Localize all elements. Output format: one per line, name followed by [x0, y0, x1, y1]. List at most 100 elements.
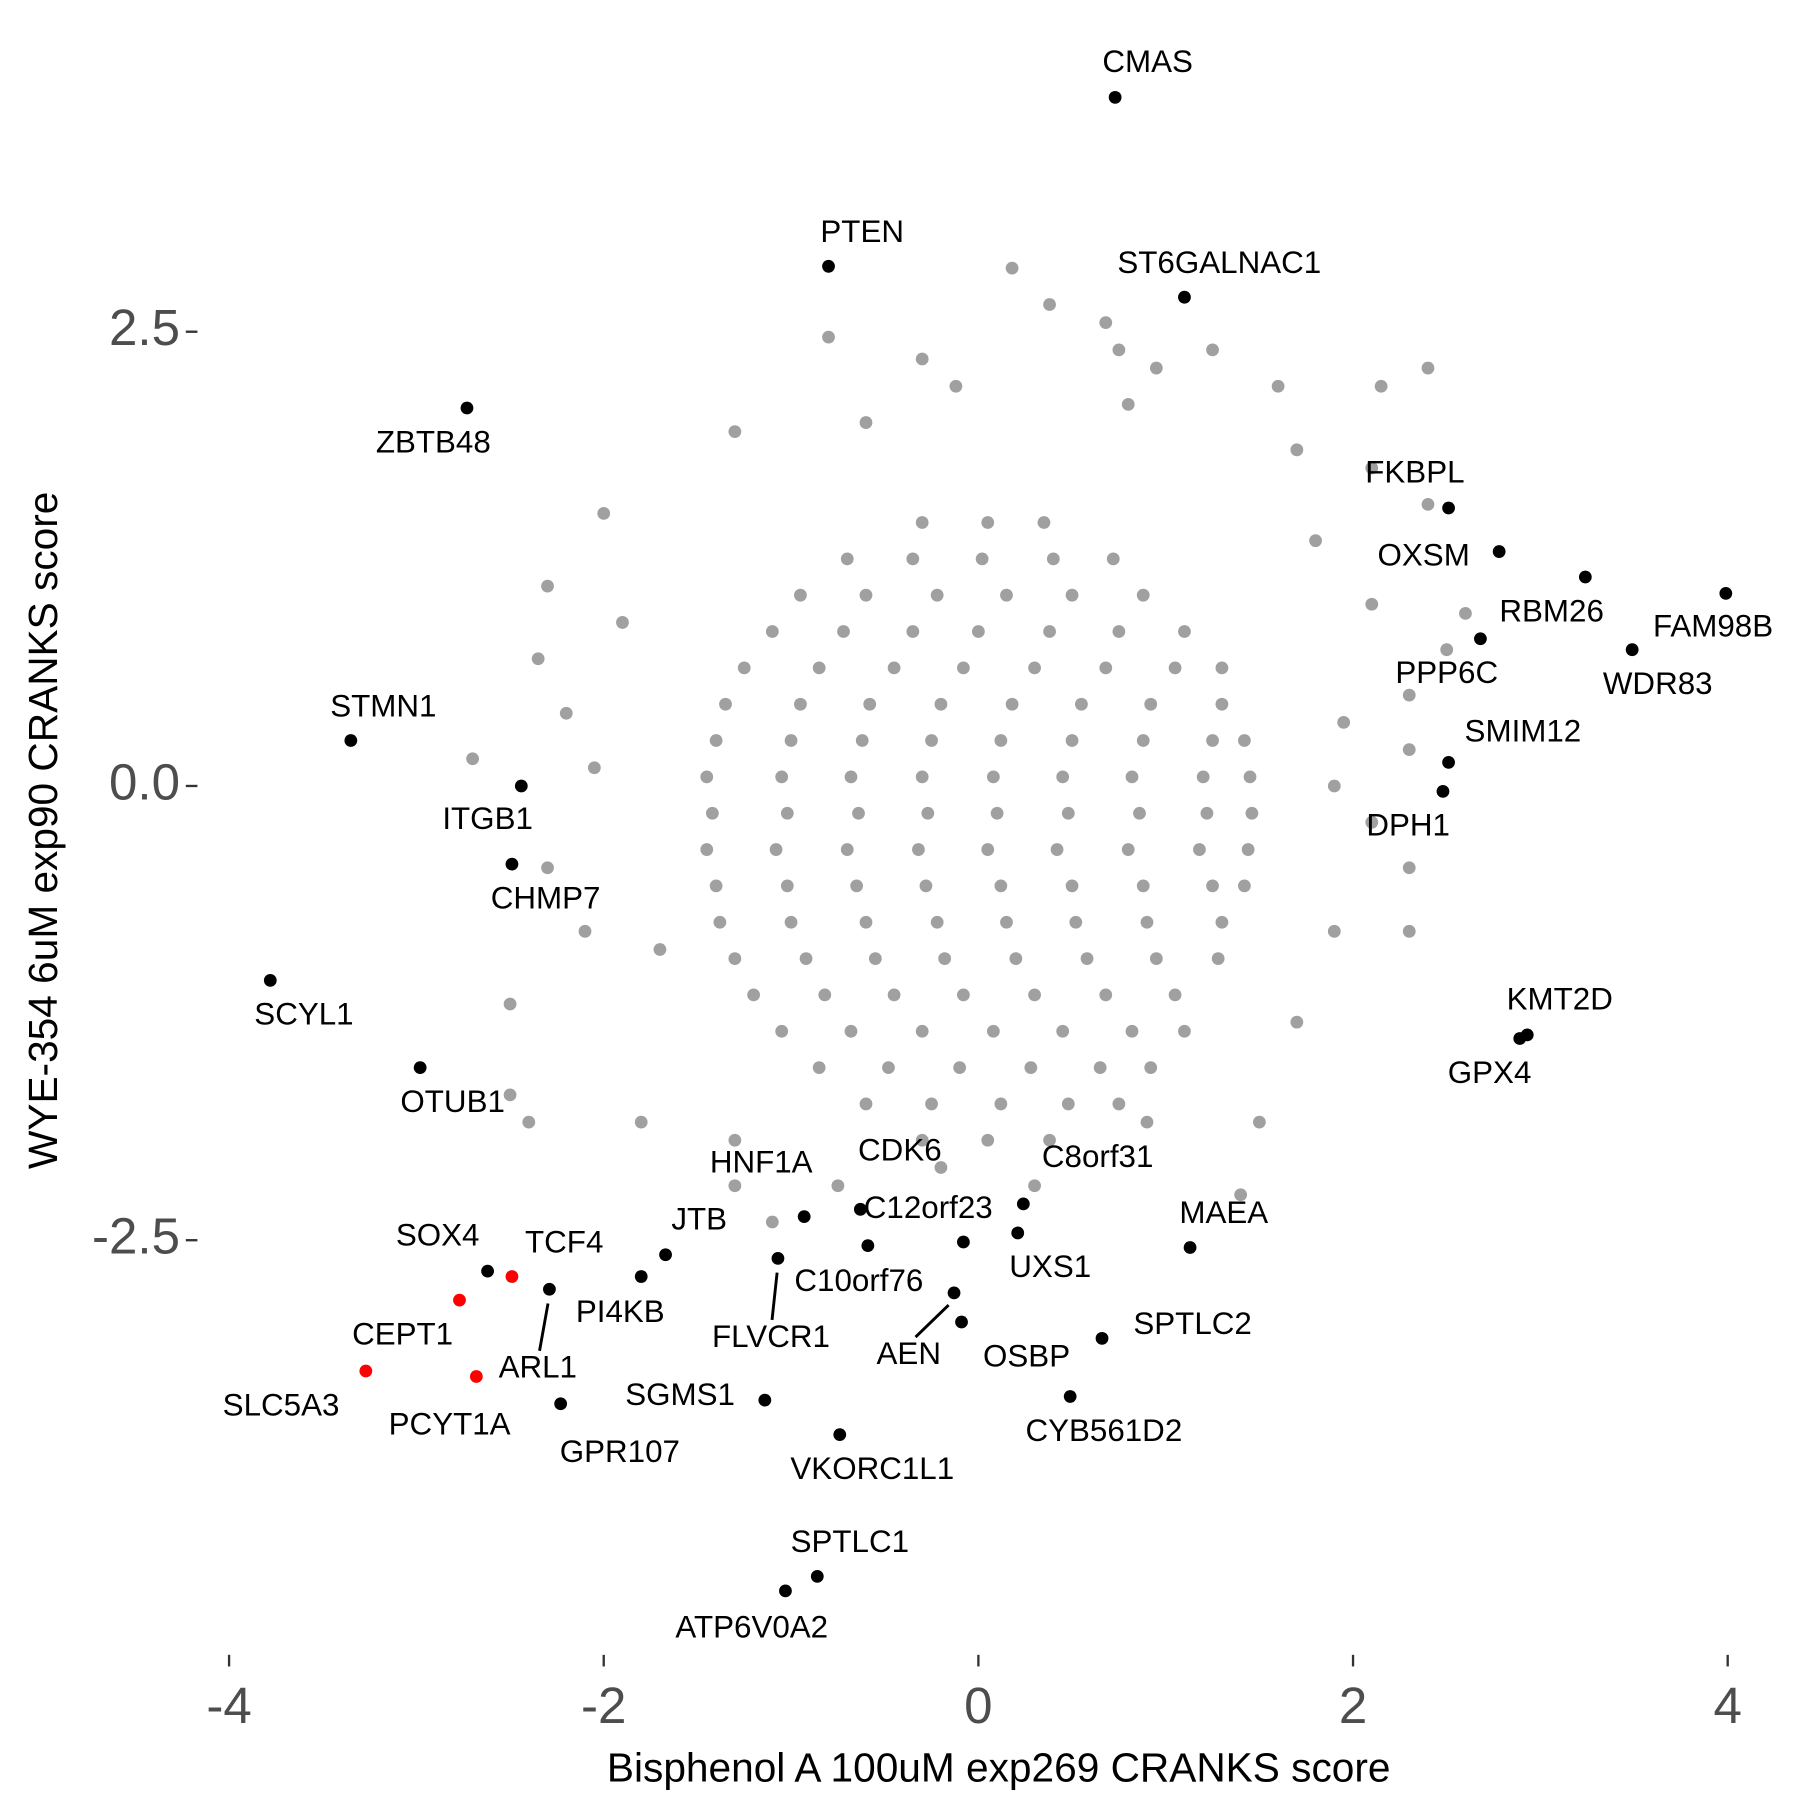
point	[503, 997, 517, 1011]
point	[1065, 588, 1079, 602]
point-label: OTUB1	[400, 1084, 505, 1119]
point-label: PPP6C	[1395, 655, 1498, 690]
point	[812, 1061, 826, 1074]
point	[1365, 815, 1379, 829]
point	[859, 915, 873, 929]
point	[882, 1061, 895, 1074]
point	[1005, 697, 1019, 711]
point	[1374, 379, 1388, 393]
point	[1243, 770, 1257, 784]
point	[1178, 290, 1191, 304]
point	[1080, 952, 1094, 965]
point	[1309, 534, 1322, 548]
point-label: FLVCR1	[712, 1319, 830, 1354]
point	[1168, 988, 1182, 1002]
point	[1063, 1390, 1077, 1403]
point	[1009, 952, 1023, 965]
point	[1436, 785, 1450, 798]
point	[930, 588, 944, 602]
point-label: DPH1	[1366, 808, 1450, 843]
point	[810, 1569, 824, 1583]
point	[1271, 379, 1285, 393]
point	[799, 952, 813, 965]
point	[797, 1210, 811, 1223]
point	[700, 770, 714, 784]
point	[844, 770, 858, 784]
point	[934, 1161, 948, 1174]
point	[559, 706, 573, 720]
point	[1206, 734, 1219, 747]
point	[505, 1270, 519, 1283]
point	[634, 1270, 648, 1283]
x-tick-label: 4	[1713, 1677, 1741, 1734]
point	[1206, 879, 1219, 893]
point-label: C10orf76	[794, 1263, 923, 1298]
point-label: TCF4	[525, 1224, 603, 1259]
point-label: KMT2D	[1507, 981, 1613, 1016]
point	[957, 661, 970, 675]
x-tick-label: 0	[964, 1677, 992, 1734]
point-label: WDR83	[1603, 666, 1713, 701]
point	[1043, 1133, 1056, 1147]
point	[1037, 516, 1051, 529]
point-label: CYB561D2	[1025, 1413, 1182, 1448]
point	[263, 973, 277, 987]
point	[1133, 806, 1146, 820]
point	[1011, 1226, 1025, 1240]
point-label: ATP6V0A2	[675, 1609, 828, 1644]
point	[1144, 697, 1158, 711]
point	[949, 379, 963, 393]
point	[1108, 90, 1122, 104]
point	[659, 1248, 672, 1262]
point	[780, 879, 794, 893]
point	[957, 1235, 970, 1249]
point	[709, 879, 723, 893]
point	[522, 1115, 536, 1129]
point	[840, 843, 854, 856]
point	[947, 1286, 961, 1300]
point	[1099, 988, 1113, 1002]
point	[1099, 316, 1113, 330]
point	[1337, 715, 1351, 729]
point	[1136, 879, 1150, 893]
point-label: C12orf23	[864, 1190, 993, 1225]
point	[1578, 570, 1592, 584]
point	[503, 1088, 517, 1102]
point	[1099, 661, 1113, 675]
point	[705, 806, 719, 820]
point	[1000, 588, 1013, 602]
point	[1238, 734, 1251, 747]
point	[1211, 952, 1225, 965]
point-label: GPX4	[1448, 1055, 1532, 1090]
point	[747, 988, 760, 1002]
point	[1196, 770, 1210, 784]
point	[972, 625, 985, 638]
point	[850, 879, 864, 893]
point	[460, 401, 474, 415]
point	[779, 1584, 792, 1598]
point	[837, 625, 850, 638]
point	[771, 1251, 785, 1265]
point	[1442, 501, 1455, 515]
point	[1245, 806, 1259, 820]
point	[994, 1097, 1008, 1111]
point	[1095, 1331, 1109, 1345]
point	[1065, 879, 1079, 893]
point	[1016, 1197, 1030, 1211]
point	[784, 734, 798, 747]
point	[1402, 924, 1416, 938]
point	[737, 661, 751, 675]
point	[653, 943, 667, 956]
point-label: MAEA	[1179, 1195, 1268, 1230]
point	[955, 1315, 968, 1329]
x-tick-label: 2	[1339, 1677, 1367, 1734]
y-tick-label: 2.5	[109, 299, 180, 356]
point	[1234, 1188, 1248, 1202]
point	[713, 915, 727, 929]
point-label: GPR107	[560, 1434, 680, 1469]
point	[1056, 770, 1070, 784]
point	[466, 752, 479, 766]
point-label: CHMP7	[491, 880, 601, 915]
